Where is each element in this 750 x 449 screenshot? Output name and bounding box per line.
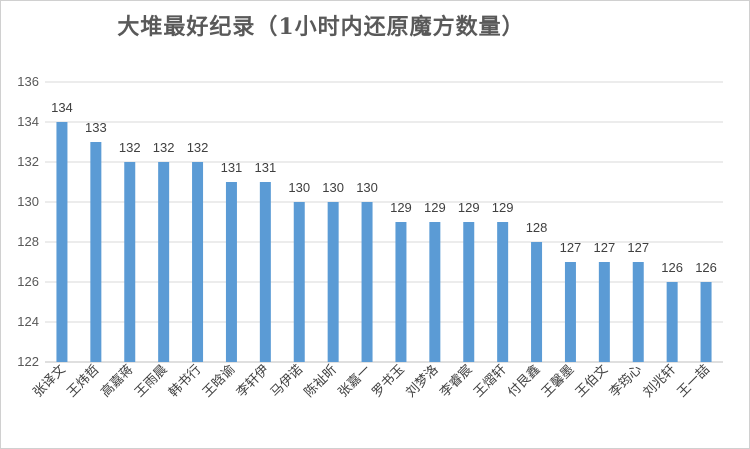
bar xyxy=(700,282,712,362)
data-label: 131 xyxy=(221,160,243,175)
y-tick-label: 122 xyxy=(17,354,39,369)
bar xyxy=(225,182,237,362)
y-tick-label: 124 xyxy=(17,314,39,329)
data-label: 132 xyxy=(187,140,209,155)
bar xyxy=(259,182,271,362)
category-label: 韩书行 xyxy=(166,362,204,400)
data-label: 129 xyxy=(492,200,514,215)
bar xyxy=(564,262,576,362)
category-label: 王晗谕 xyxy=(199,362,238,401)
data-label: 128 xyxy=(526,220,548,235)
category-label: 刘梦洛 xyxy=(403,362,441,400)
category-label: 罗书玉 xyxy=(370,362,408,400)
category-label: 王馨墨 xyxy=(538,362,577,401)
bar xyxy=(497,222,509,362)
y-tick-label: 126 xyxy=(17,274,39,289)
data-label: 127 xyxy=(593,240,615,255)
data-label: 133 xyxy=(85,120,107,135)
category-label: 李轩伊 xyxy=(234,362,272,400)
bar xyxy=(632,262,644,362)
bar xyxy=(293,202,305,362)
category-label: 张嘉一 xyxy=(336,362,374,400)
bar xyxy=(429,222,441,362)
bar xyxy=(158,162,170,362)
data-label: 127 xyxy=(627,240,649,255)
data-label: 131 xyxy=(254,160,276,175)
category-label: 付艮鑫 xyxy=(504,362,543,401)
bar xyxy=(90,142,102,362)
data-label: 132 xyxy=(153,140,175,155)
data-label: 127 xyxy=(560,240,582,255)
category-label: 陈祉昕 xyxy=(301,362,340,401)
data-label: 126 xyxy=(695,260,717,275)
chart-title: 大堆最好纪录（1小时内还原魔方数量） xyxy=(117,14,525,40)
y-tick-label: 130 xyxy=(17,194,39,209)
data-label: 126 xyxy=(661,260,683,275)
data-label: 130 xyxy=(288,180,310,195)
bar xyxy=(124,162,136,362)
bar xyxy=(666,282,678,362)
y-tick-label: 136 xyxy=(17,74,39,89)
category-label: 王熠轩 xyxy=(471,362,509,400)
bar xyxy=(395,222,407,362)
category-label: 马伊诺 xyxy=(268,362,306,400)
bar xyxy=(598,262,610,362)
data-label: 129 xyxy=(424,200,446,215)
category-label: 王伯文 xyxy=(573,362,611,400)
category-label: 刘兆轩 xyxy=(641,362,679,400)
category-label: 王炜哲 xyxy=(64,362,102,400)
bar xyxy=(327,202,339,362)
category-label: 王雨晨 xyxy=(132,362,170,400)
category-label: 高嘉蒋 xyxy=(98,362,137,401)
y-tick-label: 134 xyxy=(17,114,39,129)
data-label: 134 xyxy=(51,100,73,115)
data-label: 132 xyxy=(119,140,141,155)
bar xyxy=(192,162,204,362)
y-tick-label: 128 xyxy=(17,234,39,249)
bar xyxy=(463,222,475,362)
category-label: 李筠心 xyxy=(606,362,645,401)
y-tick-label: 132 xyxy=(17,154,39,169)
data-label: 129 xyxy=(458,200,480,215)
bar xyxy=(56,122,68,362)
data-label: 130 xyxy=(322,180,344,195)
bar xyxy=(361,202,373,362)
bar xyxy=(531,242,543,362)
category-label: 王一喆 xyxy=(675,362,713,400)
category-label: 李睿宸 xyxy=(437,362,476,401)
data-label: 129 xyxy=(390,200,412,215)
data-label: 130 xyxy=(356,180,378,195)
